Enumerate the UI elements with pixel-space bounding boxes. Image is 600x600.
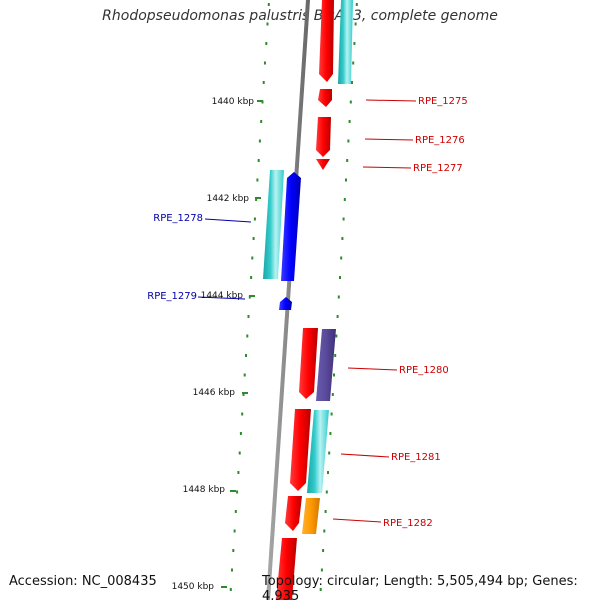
kbp-scale: 1440 kbp 1442 kbp 1444 kbp 1446 kbp 1448… bbox=[172, 97, 263, 592]
tick-mark bbox=[341, 237, 344, 240]
tick-mark bbox=[262, 81, 265, 84]
tick-mark bbox=[331, 393, 334, 396]
feature-block bbox=[338, 0, 353, 84]
tick-mark bbox=[352, 61, 355, 65]
tick-mark bbox=[232, 549, 235, 552]
tick-mark bbox=[234, 510, 237, 513]
kbp-label: 1450 kbp bbox=[172, 582, 215, 592]
tick-mark bbox=[334, 354, 337, 357]
topology-text: Topology: circular; Length: 5,505,494 bp… bbox=[262, 574, 578, 600]
kbp-label: 1446 kbp bbox=[193, 388, 236, 398]
tick-mark bbox=[335, 334, 338, 338]
tick-mark bbox=[252, 237, 255, 240]
gene-label-rpe-1277[interactable]: RPE_1277 bbox=[413, 163, 463, 174]
tick-mark bbox=[347, 139, 350, 143]
gene-labels: RPE_1275 RPE_1276 RPE_1277 RPE_1278 RPE_… bbox=[147, 96, 468, 529]
feature-block bbox=[307, 410, 329, 493]
tick-mark bbox=[353, 42, 356, 45]
kbp-label: 1444 kbp bbox=[201, 291, 244, 301]
tick-mark bbox=[320, 568, 323, 572]
gene-arrow bbox=[281, 172, 301, 281]
tick-mark bbox=[354, 22, 357, 26]
gene-arrow bbox=[276, 538, 297, 600]
tick-mark bbox=[250, 276, 253, 279]
tick-mark bbox=[346, 159, 349, 162]
tick-mark bbox=[256, 178, 259, 182]
tick-mark bbox=[323, 529, 326, 533]
gene-label-rpe-1276[interactable]: RPE_1276 bbox=[415, 135, 465, 146]
feature-block bbox=[316, 329, 336, 401]
tick-mark bbox=[349, 100, 352, 104]
feature-block bbox=[263, 170, 284, 279]
kbp-label: 1442 kbp bbox=[207, 194, 250, 204]
tick-mark bbox=[343, 198, 346, 201]
tick-mark bbox=[266, 22, 269, 26]
gene-label-rpe-1278[interactable]: RPE_1278 bbox=[153, 213, 203, 224]
kbp-label: 1448 kbp bbox=[183, 485, 226, 495]
gene-arrow bbox=[285, 496, 302, 531]
tick-mark bbox=[238, 451, 241, 455]
tick-mark bbox=[265, 42, 268, 45]
tick-mark bbox=[342, 217, 345, 221]
tick-mark bbox=[264, 61, 266, 65]
tick-mark bbox=[328, 451, 331, 455]
tick-mark bbox=[330, 412, 333, 416]
tick-mark bbox=[233, 529, 236, 533]
tick-mark bbox=[319, 588, 322, 591]
tick-mark bbox=[351, 81, 353, 84]
kbp-label: 1440 kbp bbox=[212, 97, 255, 107]
tick-mark bbox=[246, 334, 249, 338]
tick-mark bbox=[253, 217, 256, 221]
tick-mark bbox=[260, 120, 263, 123]
tick-marks bbox=[229, 3, 358, 591]
tick-mark bbox=[243, 373, 246, 377]
tick-mark bbox=[325, 490, 328, 494]
tick-mark bbox=[348, 120, 351, 123]
tick-mark bbox=[231, 568, 233, 572]
tick-mark bbox=[245, 354, 247, 357]
gene-arrow bbox=[299, 328, 318, 399]
gene-label-rpe-1280[interactable]: RPE_1280 bbox=[399, 365, 449, 376]
gene-arrow bbox=[318, 89, 332, 107]
gene-arrow bbox=[290, 409, 311, 491]
gene-label-rpe-1275[interactable]: RPE_1275 bbox=[418, 96, 468, 107]
tick-mark bbox=[229, 588, 232, 591]
tick-mark bbox=[239, 432, 242, 435]
gene-arrow bbox=[316, 117, 331, 157]
tick-mark bbox=[257, 159, 260, 162]
tick-mark bbox=[333, 373, 335, 377]
feature-block bbox=[302, 498, 320, 534]
tick-mark bbox=[258, 139, 261, 143]
tick-mark bbox=[336, 315, 339, 318]
tick-mark bbox=[339, 276, 341, 279]
tick-mark bbox=[327, 471, 329, 474]
gene-label-rpe-1279[interactable]: RPE_1279 bbox=[147, 291, 197, 302]
gene-features bbox=[263, 0, 353, 600]
gene-label-rpe-1282[interactable]: RPE_1282 bbox=[383, 518, 433, 529]
gene-arrow bbox=[279, 297, 292, 310]
map-title: Rhodopseudomonas palustris BisA53, compl… bbox=[102, 8, 498, 24]
tick-mark bbox=[247, 315, 250, 318]
tick-mark bbox=[322, 549, 325, 552]
tick-mark bbox=[355, 3, 358, 6]
tick-mark bbox=[237, 471, 240, 474]
gene-label-rpe-1281[interactable]: RPE_1281 bbox=[391, 452, 441, 463]
tick-mark bbox=[242, 393, 245, 396]
tick-mark bbox=[267, 3, 270, 6]
tick-mark bbox=[236, 490, 239, 494]
tick-mark bbox=[340, 256, 343, 260]
tick-mark bbox=[241, 412, 244, 416]
tick-mark bbox=[337, 295, 340, 299]
gene-arrow bbox=[316, 159, 330, 170]
tick-mark bbox=[324, 510, 327, 513]
tick-mark bbox=[329, 432, 332, 435]
tick-mark bbox=[251, 256, 254, 260]
gene-arrow bbox=[319, 0, 334, 82]
tick-mark bbox=[255, 198, 258, 201]
accession-text: Accession: NC_008435 bbox=[9, 574, 157, 589]
tick-mark bbox=[345, 178, 347, 182]
